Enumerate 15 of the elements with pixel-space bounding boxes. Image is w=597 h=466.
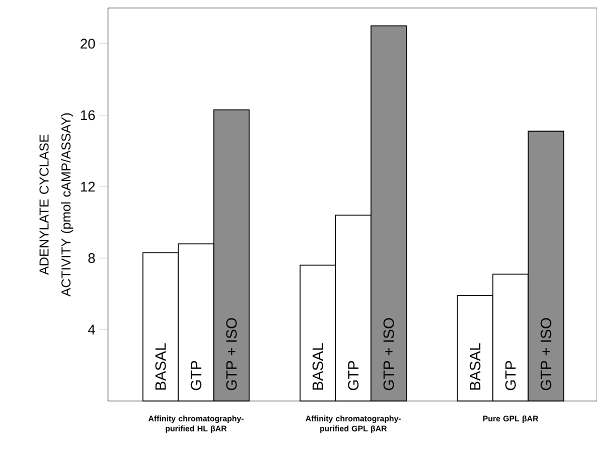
y-tick-label: 16	[81, 110, 95, 120]
series-label: GTP + ISO	[226, 318, 237, 390]
y-axis-title: ADENYLATE CYCLASE ACTIVITY (pmol cAMP/ASSAY)	[39, 113, 74, 296]
text: GTP + ISO	[383, 318, 394, 390]
text: GTP	[348, 360, 359, 390]
text: GTP + ISO	[540, 318, 552, 390]
y-tick-label: 8	[88, 253, 95, 264]
series-label: GTP	[190, 360, 202, 390]
y-tick-label: 20	[80, 38, 95, 49]
text: BASAL	[470, 343, 480, 390]
text: GTP	[505, 360, 516, 390]
y-tick-label: 12	[81, 182, 95, 192]
text: BASAL	[312, 343, 324, 390]
series-label: BASAL	[155, 343, 166, 390]
y-tick-label: 4	[88, 324, 96, 334]
